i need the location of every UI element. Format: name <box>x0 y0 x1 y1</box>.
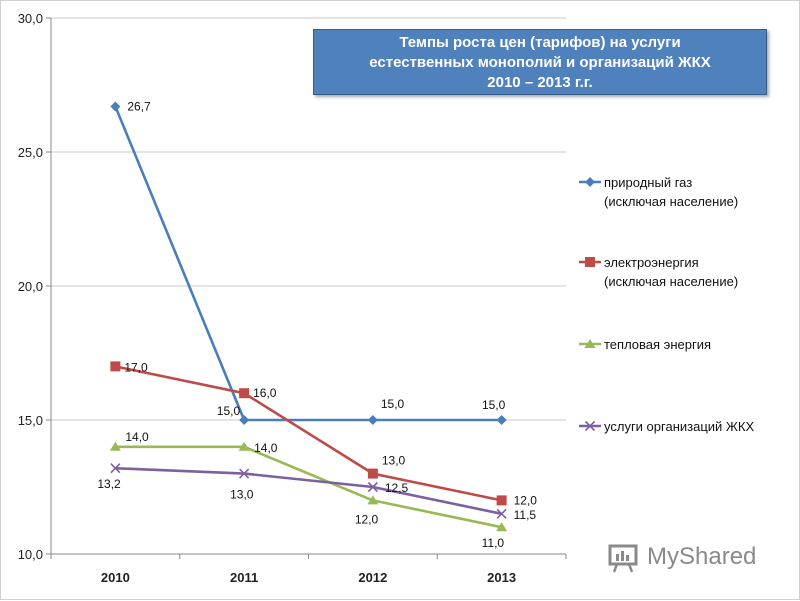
legend-label: электроэнергия <box>604 255 699 270</box>
legend-label: (исключая население) <box>604 274 738 289</box>
chart-title-line-2: естественных монополий и организаций ЖКХ <box>369 54 711 71</box>
marker-stroke <box>367 481 378 493</box>
data-point <box>238 441 250 451</box>
data-label: 13,0 <box>382 454 406 468</box>
data-label: 13,0 <box>230 488 254 502</box>
x-tick-label: 2011 <box>230 570 258 585</box>
marker-stroke <box>584 420 596 432</box>
data-label: 15,0 <box>482 398 506 412</box>
data-label: 17,0 <box>124 360 148 374</box>
series-line <box>115 466 502 516</box>
data-label: 12,5 <box>385 481 409 495</box>
data-point <box>239 468 250 479</box>
watermark-text: MyShared <box>647 543 757 570</box>
data-point <box>496 415 507 425</box>
y-tick-label: 15,0 <box>18 413 43 428</box>
marker-stroke <box>110 463 121 474</box>
data-label: 15,0 <box>381 397 405 411</box>
data-label: 14,0 <box>254 441 278 455</box>
watermark-logo: MyShared <box>607 535 777 579</box>
chart-title-line-1: Темпы роста цен (тарифов) на услуги <box>399 34 681 51</box>
data-label: 11,0 <box>482 536 505 550</box>
y-tick-label: 10,0 <box>18 547 43 562</box>
data-label: 16,0 <box>253 386 277 400</box>
legend-marker <box>584 339 596 348</box>
data-label: 12,0 <box>355 512 379 526</box>
x-tick-label: 2010 <box>101 570 130 585</box>
data-label: 14,0 <box>125 430 149 444</box>
x-tick-label: 2012 <box>358 570 387 585</box>
legend-marker <box>584 420 596 432</box>
data-label: 26,7 <box>127 99 151 113</box>
chart-title-line-3: 2010 – 2013 г.г. <box>487 74 593 91</box>
legend-label: природный газ <box>604 175 692 190</box>
data-point <box>367 415 378 425</box>
data-label: 12,0 <box>514 493 538 507</box>
data-point <box>496 522 508 532</box>
data-point <box>496 495 507 506</box>
series-line <box>114 105 502 422</box>
data-point <box>239 415 250 425</box>
y-tick-label: 25,0 <box>18 145 43 160</box>
x-tick-label: 2013 <box>487 570 516 585</box>
data-point <box>110 361 121 372</box>
marker-stroke <box>239 468 250 479</box>
data-point <box>367 468 378 479</box>
data-label: 13,2 <box>97 477 121 491</box>
presentation-icon <box>608 544 638 573</box>
legend-marker <box>585 257 595 267</box>
data-point <box>110 463 121 474</box>
legend-label: услуги организаций ЖКХ <box>604 419 754 434</box>
data-point <box>109 441 121 451</box>
marker-stroke <box>496 508 507 519</box>
data-point <box>367 495 379 505</box>
data-point <box>496 508 507 519</box>
data-label: 11,5 <box>514 508 537 522</box>
data-point <box>239 388 250 399</box>
y-tick-label: 30,0 <box>18 11 43 26</box>
series-line <box>115 365 502 502</box>
y-tick-label: 20,0 <box>18 279 43 294</box>
legend-marker <box>585 177 595 187</box>
legend-label: тепловая энергия <box>604 337 711 352</box>
legend-label: (исключая население) <box>604 194 738 209</box>
chart-title: Темпы роста цен (тарифов) на услуги есте… <box>313 29 767 95</box>
data-point <box>110 101 121 112</box>
series-line <box>115 445 502 529</box>
data-label: 15,0 <box>217 404 241 418</box>
data-point <box>367 481 378 493</box>
